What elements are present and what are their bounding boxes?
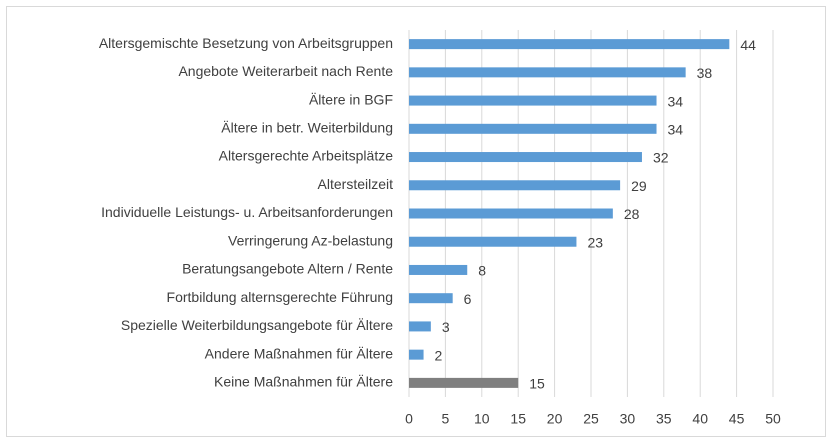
y-tick-label: Ältere in betr. Weiterbildung: [221, 120, 393, 136]
x-tick-label: 10: [474, 411, 490, 427]
bar: [409, 180, 621, 191]
x-tick-label: 45: [729, 411, 745, 427]
y-tick-label: Verringerung Az-belastung: [228, 232, 393, 248]
y-tick-label: Individuelle Leistungs- u. Arbeitsanford…: [101, 204, 393, 220]
data-label: 29: [631, 178, 647, 194]
bar: [409, 377, 519, 388]
data-label: 32: [653, 150, 669, 166]
bar: [409, 321, 431, 332]
bar: [409, 208, 613, 219]
y-tick-label: Andere Maßnahmen für Ältere: [205, 345, 394, 361]
bar: [409, 293, 453, 304]
y-tick-label: Ältere in BGF: [309, 91, 393, 107]
x-tick-label: 20: [547, 411, 563, 427]
bar: [409, 236, 577, 247]
x-tick-label: 30: [620, 411, 636, 427]
data-label: 34: [668, 93, 684, 109]
bar: [409, 39, 730, 50]
y-tick-label: Spezielle Weiterbildungsangebote für Ält…: [121, 317, 393, 333]
x-tick-label: 40: [692, 411, 708, 427]
y-tick-label: Keine Maßnahmen für Ältere: [214, 374, 393, 390]
data-label: 44: [740, 37, 756, 53]
x-tick-label: 35: [656, 411, 672, 427]
y-tick-label: Altersgemischte Besetzung von Arbeitsgru…: [99, 35, 393, 51]
y-tick-label: Beratungsangebote Altern / Rente: [182, 261, 393, 277]
bar: [409, 264, 468, 275]
bar: [409, 95, 657, 106]
bar: [409, 67, 686, 78]
x-tick-label: 25: [583, 411, 599, 427]
data-label: 8: [478, 263, 486, 279]
data-label: 34: [668, 122, 684, 138]
y-tick-label: Fortbildung alternsgerechte Führung: [167, 289, 393, 305]
x-tick-label: 15: [510, 411, 526, 427]
x-tick-label: 50: [765, 411, 781, 427]
data-label: 15: [529, 376, 545, 392]
bar: [409, 349, 424, 360]
data-label: 2: [435, 347, 443, 363]
x-tick-label: 5: [442, 411, 450, 427]
y-tick-label: Altersteilzeit: [318, 176, 394, 192]
chart-border: [6, 6, 826, 437]
bar: [409, 123, 657, 134]
data-label: 3: [442, 319, 450, 335]
data-label: 38: [697, 65, 713, 81]
data-label: 28: [624, 206, 640, 222]
data-label: 6: [464, 291, 472, 307]
data-label: 23: [587, 234, 603, 250]
x-tick-label: 0: [405, 411, 413, 427]
y-tick-label: Angebote Weiterarbeit nach Rente: [178, 63, 393, 79]
y-tick-label: Altersgerechte Arbeitsplätze: [219, 148, 394, 164]
bar: [409, 152, 642, 163]
